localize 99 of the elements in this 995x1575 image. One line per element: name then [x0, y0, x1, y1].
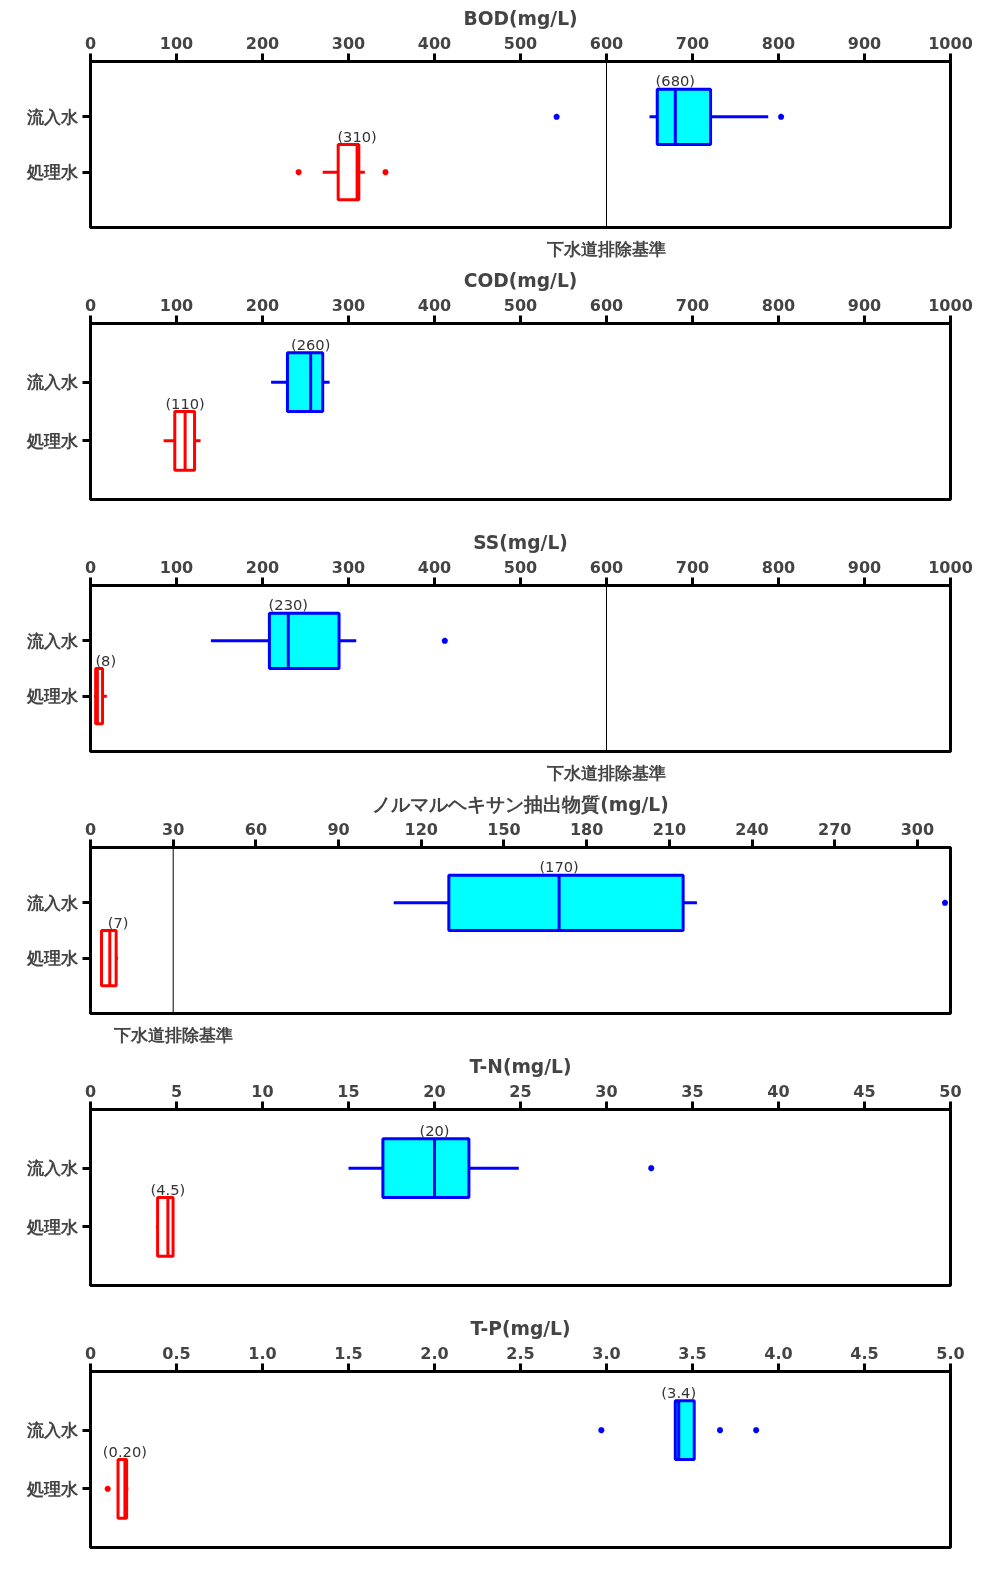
y-tick-label: 流入水	[25, 1420, 79, 1441]
x-tick-label: 3.0	[592, 1343, 621, 1363]
x-tick-label: 120	[404, 819, 438, 839]
x-tick-label: 500	[503, 295, 538, 315]
annotation: (0.20)	[102, 1442, 147, 1460]
annotation: (3.4)	[661, 1383, 697, 1401]
x-tick-label: 40	[767, 1081, 790, 1101]
x-tick-label: 300	[900, 819, 935, 839]
ref-line-label: 下水道排除基準	[112, 1024, 233, 1045]
annotation: (230)	[268, 596, 309, 614]
x-tick-label: 20	[423, 1081, 446, 1101]
x-tick-label: 60	[244, 819, 268, 839]
x-tick-label: 1.5	[334, 1343, 363, 1363]
x-tick-label: 5	[170, 1081, 183, 1101]
x-tick-label: 800	[761, 295, 796, 315]
x-tick-label: 180	[569, 819, 604, 839]
x-tick-label: 0	[84, 819, 97, 839]
x-tick-label: 300	[331, 295, 366, 315]
ref-line-label: 下水道排除基準	[546, 238, 666, 259]
x-tick-label: 45	[853, 1081, 876, 1101]
annotation: (7)	[107, 913, 129, 931]
y-tick-label: 流入水	[25, 1158, 79, 1179]
x-tick-label: 400	[417, 557, 452, 577]
x-tick-label: 100	[159, 557, 194, 577]
y-tick-label: 処理水	[25, 1478, 79, 1499]
x-tick-label: 500	[503, 33, 538, 53]
x-tick-label: 1.0	[248, 1343, 277, 1363]
x-tick-label: 4.5	[850, 1343, 879, 1363]
x-tick-label: 100	[159, 33, 194, 53]
x-tick-label: 150	[487, 819, 521, 839]
chart-title: BOD(mg/L)	[463, 7, 578, 29]
chart-title: T-N(mg/L)	[469, 1055, 572, 1077]
chart-title: ノルマルヘキサン抽出物質(mg/L)	[372, 793, 669, 815]
x-tick-label: 300	[331, 557, 366, 577]
y-tick-label: 流入水	[25, 106, 79, 127]
annotation: (310)	[337, 127, 377, 145]
x-tick-label: 500	[503, 557, 538, 577]
x-tick-label: 0.5	[162, 1343, 191, 1363]
x-tick-label: 200	[245, 557, 280, 577]
x-tick-label: 30	[595, 1081, 618, 1101]
x-tick-label: 240	[735, 819, 769, 839]
chart-title: COD(mg/L)	[463, 269, 578, 291]
x-tick-label: 1000	[928, 295, 973, 315]
x-tick-label: 2.0	[420, 1343, 449, 1363]
x-tick-label: 15	[337, 1081, 360, 1101]
x-tick-label: 200	[245, 33, 280, 53]
x-tick-label: 900	[847, 557, 882, 577]
x-tick-label: 100	[159, 295, 194, 315]
annotation: (260)	[290, 335, 331, 353]
x-tick-label: 2.5	[506, 1343, 535, 1363]
x-tick-label: 35	[681, 1081, 704, 1101]
x-tick-label: 1000	[928, 33, 973, 53]
y-tick-label: 処理水	[25, 162, 79, 183]
x-tick-label: 600	[589, 557, 624, 577]
x-tick-label: 50	[939, 1081, 962, 1101]
x-tick-label: 90	[327, 819, 350, 839]
x-tick-label: 0	[84, 557, 97, 577]
x-tick-label: 0	[84, 33, 97, 53]
y-tick-label: 処理水	[25, 686, 79, 707]
x-tick-label: 3.5	[678, 1343, 707, 1363]
ref-line-label: 下水道排除基準	[546, 762, 666, 783]
y-tick-label: 流入水	[25, 372, 79, 393]
x-tick-label: 5.0	[936, 1343, 965, 1363]
y-tick-label: 流入水	[25, 892, 79, 913]
x-tick-label: 270	[818, 819, 852, 839]
annotation: (110)	[165, 394, 205, 412]
x-tick-label: 30	[162, 819, 185, 839]
chart-title: SS(mg/L)	[473, 531, 568, 553]
x-tick-label: 900	[847, 295, 882, 315]
x-tick-label: 0	[84, 1343, 97, 1363]
y-tick-label: 流入水	[25, 630, 79, 651]
x-tick-label: 600	[589, 33, 624, 53]
y-tick-label: 処理水	[25, 948, 79, 969]
x-tick-label: 0	[84, 295, 97, 315]
x-tick-label: 700	[675, 295, 710, 315]
x-tick-label: 4.0	[764, 1343, 793, 1363]
annotation: (170)	[539, 858, 579, 876]
annotation: (8)	[95, 651, 117, 669]
x-tick-label: 400	[417, 33, 452, 53]
annotation: (20)	[419, 1121, 450, 1139]
x-tick-label: 200	[245, 295, 280, 315]
x-tick-label: 300	[331, 33, 366, 53]
y-tick-label: 処理水	[25, 430, 79, 451]
chart-title: T-P(mg/L)	[470, 1317, 571, 1339]
x-tick-label: 0	[84, 1081, 97, 1101]
annotation: (4.5)	[150, 1180, 186, 1198]
x-tick-label: 25	[509, 1081, 532, 1101]
x-tick-label: 400	[417, 295, 452, 315]
x-tick-label: 600	[589, 295, 624, 315]
x-tick-label: 800	[761, 557, 796, 577]
x-tick-label: 1000	[928, 557, 973, 577]
x-tick-label: 900	[847, 33, 882, 53]
x-tick-label: 700	[675, 33, 710, 53]
annotation: (680)	[655, 72, 696, 90]
x-tick-label: 800	[761, 33, 796, 53]
y-tick-label: 処理水	[25, 1216, 79, 1237]
x-tick-label: 700	[675, 557, 710, 577]
x-tick-label: 10	[251, 1081, 274, 1101]
x-tick-label: 210	[652, 819, 687, 839]
